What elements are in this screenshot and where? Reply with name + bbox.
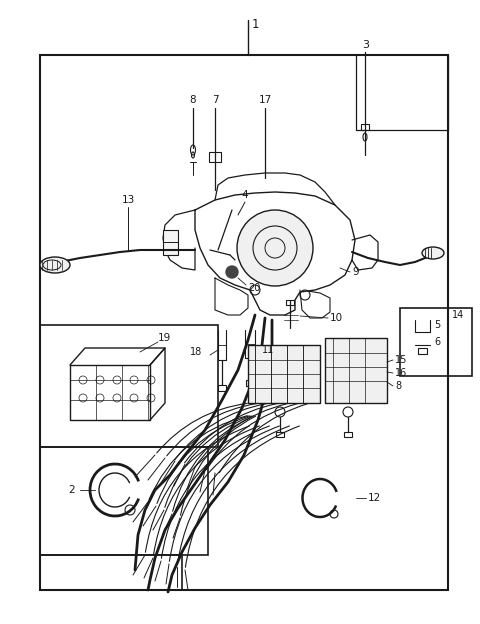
Text: 12: 12: [368, 493, 381, 503]
Bar: [248, 345, 320, 403]
Circle shape: [226, 266, 238, 278]
Text: 15: 15: [395, 355, 408, 365]
Text: 8: 8: [190, 95, 196, 105]
Bar: [325, 338, 387, 403]
Bar: [40, 447, 208, 555]
Bar: [209, 152, 221, 162]
Text: 20: 20: [248, 283, 260, 293]
Bar: [344, 432, 352, 437]
Text: 2: 2: [69, 485, 75, 495]
Text: 4: 4: [242, 190, 248, 200]
Ellipse shape: [40, 257, 70, 273]
Text: 18: 18: [190, 347, 202, 357]
Bar: [276, 432, 284, 437]
Circle shape: [237, 210, 313, 286]
Bar: [218, 385, 226, 391]
Bar: [361, 124, 369, 130]
Text: 5: 5: [434, 320, 440, 330]
Text: 9: 9: [352, 267, 359, 277]
Bar: [40, 55, 448, 590]
Text: 17: 17: [258, 95, 272, 105]
Text: 8: 8: [395, 381, 401, 391]
Text: 13: 13: [121, 195, 134, 205]
Text: 19: 19: [158, 333, 171, 343]
Bar: [418, 348, 427, 354]
Bar: [40, 555, 182, 590]
Text: 7: 7: [212, 95, 218, 105]
Bar: [400, 308, 472, 376]
Text: 1: 1: [252, 18, 260, 31]
Text: 11: 11: [262, 345, 274, 355]
Text: 3: 3: [362, 40, 369, 50]
Text: 16: 16: [395, 368, 407, 378]
Bar: [286, 300, 294, 305]
Bar: [163, 230, 178, 255]
Bar: [246, 380, 254, 386]
Text: 6: 6: [434, 337, 440, 347]
Ellipse shape: [422, 247, 444, 259]
Text: 14: 14: [452, 310, 464, 320]
Text: 10: 10: [330, 313, 343, 323]
Bar: [40, 325, 218, 447]
